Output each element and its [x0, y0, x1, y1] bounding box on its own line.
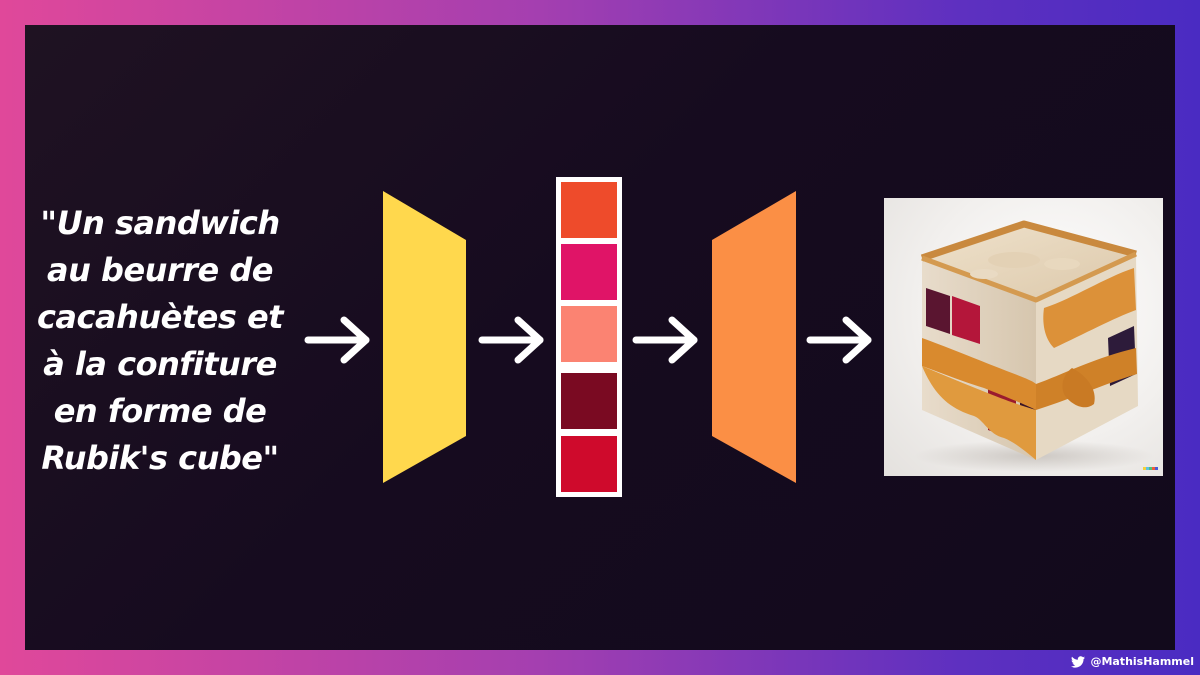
prompt-line: à la confiture: [43, 345, 277, 383]
latent-cell: [561, 182, 617, 238]
prompt-line: "Un sandwich: [40, 204, 280, 242]
right-arrow-icon: [478, 316, 544, 364]
latent-cell: [561, 373, 617, 429]
right-arrow-icon: [806, 316, 872, 364]
prompt-line: cacahuètes et: [36, 298, 284, 336]
latent-cell: [561, 436, 617, 492]
sandwich-cube-illustration: [914, 220, 1158, 472]
text-prompt: "Un sandwich au beurre de cacahuètes et …: [0, 200, 320, 482]
author-handle: @MathisHammel: [1090, 655, 1194, 668]
decoder-block: [712, 191, 796, 483]
author-credit: @MathisHammel: [1071, 655, 1194, 668]
right-arrow-icon: [304, 316, 370, 364]
twitter-bird-icon: [1071, 655, 1086, 668]
prompt-line: en forme de: [53, 392, 267, 430]
prompt-line: Rubik's cube": [41, 439, 279, 477]
latent-cell: [561, 306, 617, 362]
generated-image: [884, 198, 1163, 476]
encoder-block: [383, 191, 466, 483]
latent-cell: [561, 244, 617, 300]
prompt-line: au beurre de: [47, 251, 273, 289]
right-arrow-icon: [632, 316, 698, 364]
